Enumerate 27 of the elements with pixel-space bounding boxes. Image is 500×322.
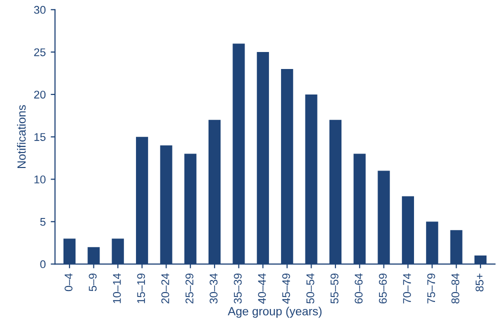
y-tick-label: 15 — [34, 133, 46, 141]
x-tick-label: 60–64 — [354, 273, 363, 304]
y-tick-label: 25 — [34, 48, 46, 56]
y-tick-label: 30 — [34, 6, 46, 14]
y-tick-label: 0 — [40, 260, 46, 268]
x-tick-label: 40–44 — [258, 273, 266, 304]
x-tick-label: 35–39 — [234, 274, 242, 304]
y-axis-title: Notifications — [17, 105, 26, 168]
x-tick-label: 80–84 — [451, 273, 460, 304]
x-tick-label: 75–79 — [427, 274, 436, 304]
x-tick-label: 55–59 — [330, 274, 338, 304]
x-tick-label: 85+ — [476, 274, 484, 292]
x-tick-label: 20–24 — [161, 273, 170, 304]
x-tick-label: 50–54 — [306, 273, 314, 304]
x-tick-label: 70–74 — [403, 273, 411, 304]
y-tick-label: 20 — [34, 90, 46, 99]
x-tick-label: 5–9 — [88, 274, 97, 292]
x-axis-title: Age group (years) — [228, 306, 322, 318]
x-tick-label: 65–69 — [378, 274, 387, 304]
x-tick-label: 45–49 — [282, 274, 290, 304]
x-tick-label: 15–19 — [137, 274, 146, 304]
x-tick-label: 0–4 — [64, 273, 72, 292]
x-tick-label: 25–29 — [186, 274, 194, 304]
x-tick-label: 30–34 — [210, 273, 218, 304]
y-tick-label: 10 — [34, 176, 46, 184]
y-tick-label: 5 — [40, 218, 46, 226]
x-tick-label: 10–14 — [112, 273, 121, 304]
